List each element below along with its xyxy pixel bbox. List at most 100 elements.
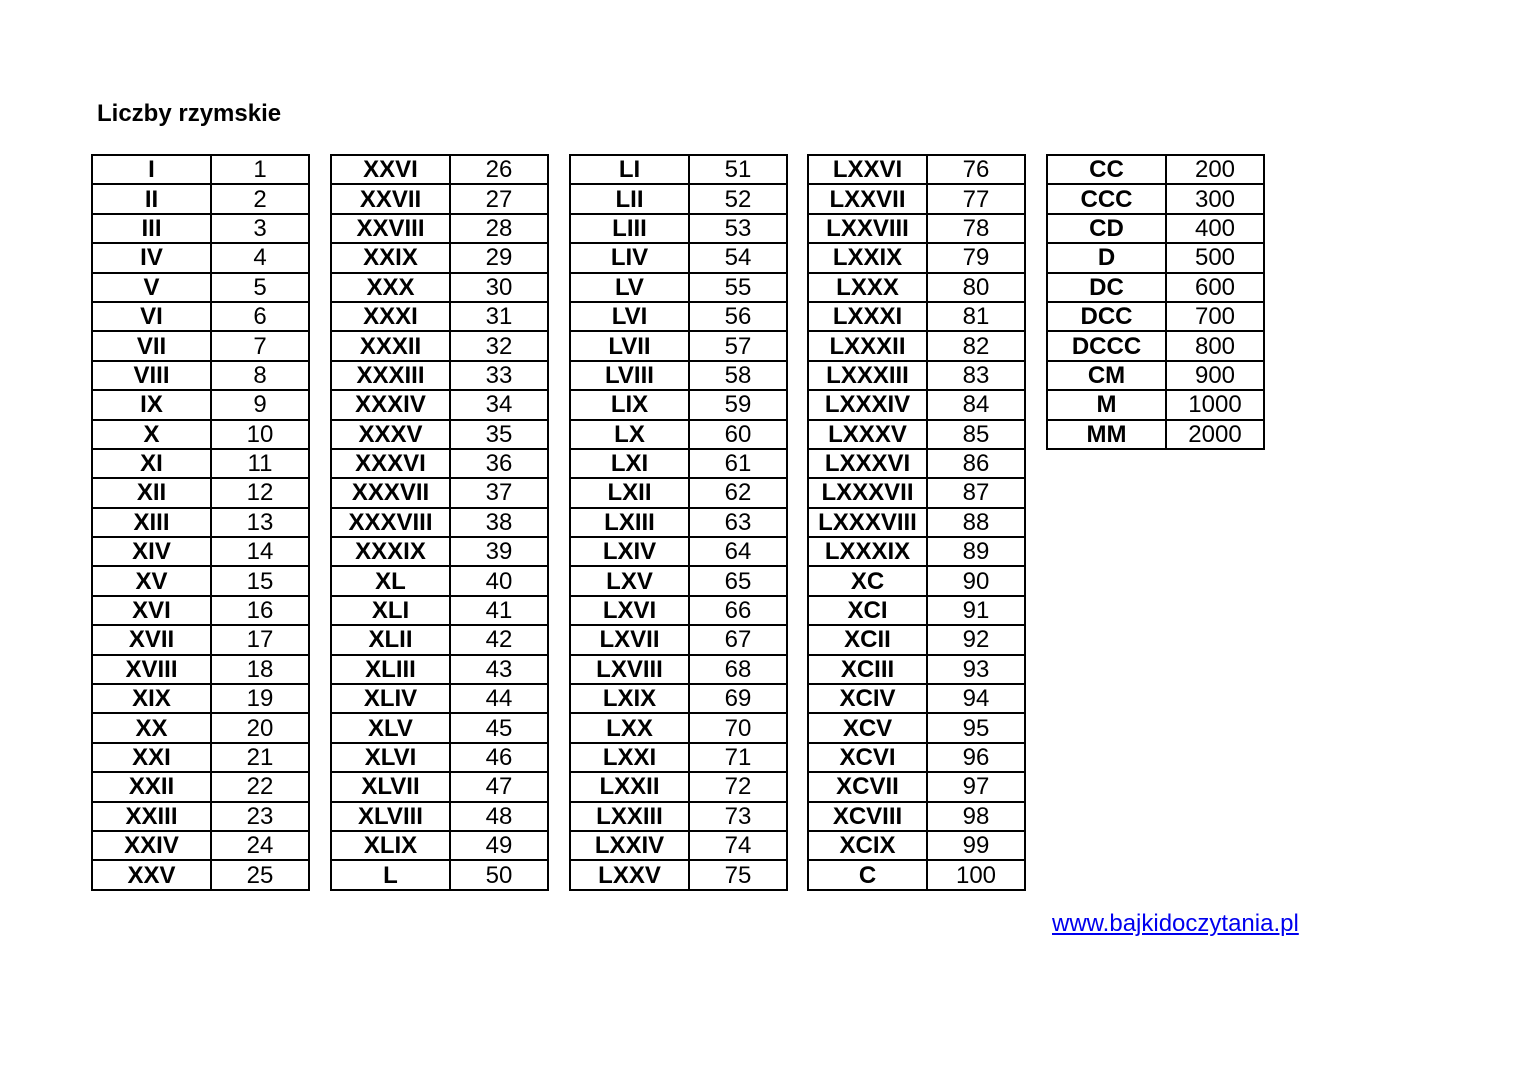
arabic-number-cell: 300 xyxy=(1165,183,1265,215)
roman-numeral-cell: XXXIII xyxy=(330,359,451,392)
table-row: L 50 xyxy=(330,859,549,891)
roman-numeral-cell: LXXVIII xyxy=(807,212,928,245)
roman-numeral-cell: XLV xyxy=(330,712,451,744)
roman-numeral-cell: LXXV xyxy=(569,859,690,891)
roman-numeral-cell: LXXIV xyxy=(569,829,690,862)
arabic-number-cell: 77 xyxy=(926,183,1026,215)
arabic-number-cell: 59 xyxy=(688,389,788,421)
arabic-number-cell: 97 xyxy=(926,771,1026,803)
roman-numeral-table: XXVI 26 XXVII 27 XXVIII 28 XXIX 29 XXX 30 XXXI 31 XX… xyxy=(330,153,549,891)
table-row: LXXXV 85 xyxy=(807,418,1026,450)
table-row: LXXXII 82 xyxy=(807,330,1026,362)
arabic-number-cell: 39 xyxy=(449,536,549,568)
arabic-number-cell: 54 xyxy=(688,242,788,274)
arabic-number-cell: 22 xyxy=(210,771,310,803)
roman-numeral-cell: LVI xyxy=(569,300,690,333)
roman-numeral-cell: LXXXII xyxy=(807,330,928,362)
table-row: XCI 91 xyxy=(807,594,1026,627)
arabic-number-cell: 60 xyxy=(688,418,788,450)
arabic-number-cell: 17 xyxy=(210,624,310,656)
table-row: D 500 xyxy=(1046,242,1265,274)
arabic-number-cell: 1 xyxy=(210,153,310,186)
roman-numeral-cell: LXXXVIII xyxy=(807,506,928,539)
table-row: LXVII 67 xyxy=(569,624,788,656)
arabic-number-cell: 96 xyxy=(926,741,1026,774)
roman-numeral-cell: XLIV xyxy=(330,683,451,715)
table-row: XLIV 44 xyxy=(330,683,549,715)
arabic-number-cell: 75 xyxy=(688,859,788,891)
arabic-number-cell: 64 xyxy=(688,536,788,568)
roman-numeral-cell: DCCC xyxy=(1046,330,1167,362)
roman-numeral-cell: D xyxy=(1046,242,1167,274)
roman-numeral-cell: XLIX xyxy=(330,829,451,862)
arabic-number-cell: 98 xyxy=(926,800,1026,832)
table-row: XLIII 43 xyxy=(330,653,549,686)
arabic-number-cell: 92 xyxy=(926,624,1026,656)
roman-numeral-cell: XXXV xyxy=(330,418,451,450)
roman-numeral-cell: XII xyxy=(91,477,212,509)
roman-numeral-cell: XXV xyxy=(91,859,212,891)
roman-numeral-cell: LIX xyxy=(569,389,690,421)
table-row: XV 15 xyxy=(91,565,310,597)
roman-numeral-cell: LXIII xyxy=(569,506,690,539)
table-row: XC 90 xyxy=(807,565,1026,597)
arabic-number-cell: 61 xyxy=(688,447,788,480)
roman-numeral-cell: LII xyxy=(569,183,690,215)
arabic-number-cell: 76 xyxy=(926,153,1026,186)
roman-numeral-cell: DC xyxy=(1046,271,1167,303)
roman-numeral-cell: LVIII xyxy=(569,359,690,392)
table-row: XXXV 35 xyxy=(330,418,549,450)
table-row: LI 51 xyxy=(569,153,788,186)
arabic-number-cell: 36 xyxy=(449,447,549,480)
arabic-number-cell: 51 xyxy=(688,153,788,186)
table-row: CD 400 xyxy=(1046,212,1265,245)
website-link[interactable]: www.bajkidoczytania.pl xyxy=(1052,910,1299,937)
table-row: XLIX 49 xyxy=(330,829,549,862)
table-row: IX 9 xyxy=(91,389,310,421)
roman-numeral-cell: XCII xyxy=(807,624,928,656)
roman-numeral-cell: LXVII xyxy=(569,624,690,656)
roman-numeral-cell: XV xyxy=(91,565,212,597)
table-row: XIV 14 xyxy=(91,536,310,568)
arabic-number-cell: 500 xyxy=(1165,242,1265,274)
arabic-number-cell: 29 xyxy=(449,242,549,274)
table-row: LX 60 xyxy=(569,418,788,450)
arabic-number-cell: 600 xyxy=(1165,271,1265,303)
roman-numeral-cell: XVII xyxy=(91,624,212,656)
arabic-number-cell: 13 xyxy=(210,506,310,539)
roman-numeral-cell: LXV xyxy=(569,565,690,597)
roman-numeral-cell: LXXIX xyxy=(807,242,928,274)
table-row: XXXIV 34 xyxy=(330,389,549,421)
roman-numeral-cell: XIV xyxy=(91,536,212,568)
arabic-number-cell: 78 xyxy=(926,212,1026,245)
roman-numeral-cell: XIII xyxy=(91,506,212,539)
table-row: XCV 95 xyxy=(807,712,1026,744)
arabic-number-cell: 5 xyxy=(210,271,310,303)
table-row: LXX 70 xyxy=(569,712,788,744)
roman-numeral-cell: LXII xyxy=(569,477,690,509)
roman-numeral-cell: LXXIII xyxy=(569,800,690,832)
table-row: XXXIX 39 xyxy=(330,536,549,568)
roman-numeral-cell: LVII xyxy=(569,330,690,362)
roman-numeral-cell: XXXVIII xyxy=(330,506,451,539)
table-row: LXVI 66 xyxy=(569,594,788,627)
table-row: VII 7 xyxy=(91,330,310,362)
table-row: LXXXIX 89 xyxy=(807,536,1026,568)
table-row: XCIII 93 xyxy=(807,653,1026,686)
arabic-number-cell: 94 xyxy=(926,683,1026,715)
table-row: XXV 25 xyxy=(91,859,310,891)
arabic-number-cell: 72 xyxy=(688,771,788,803)
arabic-number-cell: 93 xyxy=(926,653,1026,686)
page-title: Liczby rzymskie xyxy=(97,100,282,127)
roman-numeral-table: I 1 II 2 III 3 IV 4 V 5 VI 6 VII 7 VIII 8 IX 9 X 10 XI 11 XII 1… xyxy=(91,153,310,891)
table-row: LXII 62 xyxy=(569,477,788,509)
table-row: LXXV 75 xyxy=(569,859,788,891)
arabic-number-cell: 91 xyxy=(926,594,1026,627)
table-row: XLVI 46 xyxy=(330,741,549,774)
arabic-number-cell: 8 xyxy=(210,359,310,392)
arabic-number-cell: 37 xyxy=(449,477,549,509)
arabic-number-cell: 42 xyxy=(449,624,549,656)
table-row: LXIX 69 xyxy=(569,683,788,715)
table-row: LXXIV 74 xyxy=(569,829,788,862)
